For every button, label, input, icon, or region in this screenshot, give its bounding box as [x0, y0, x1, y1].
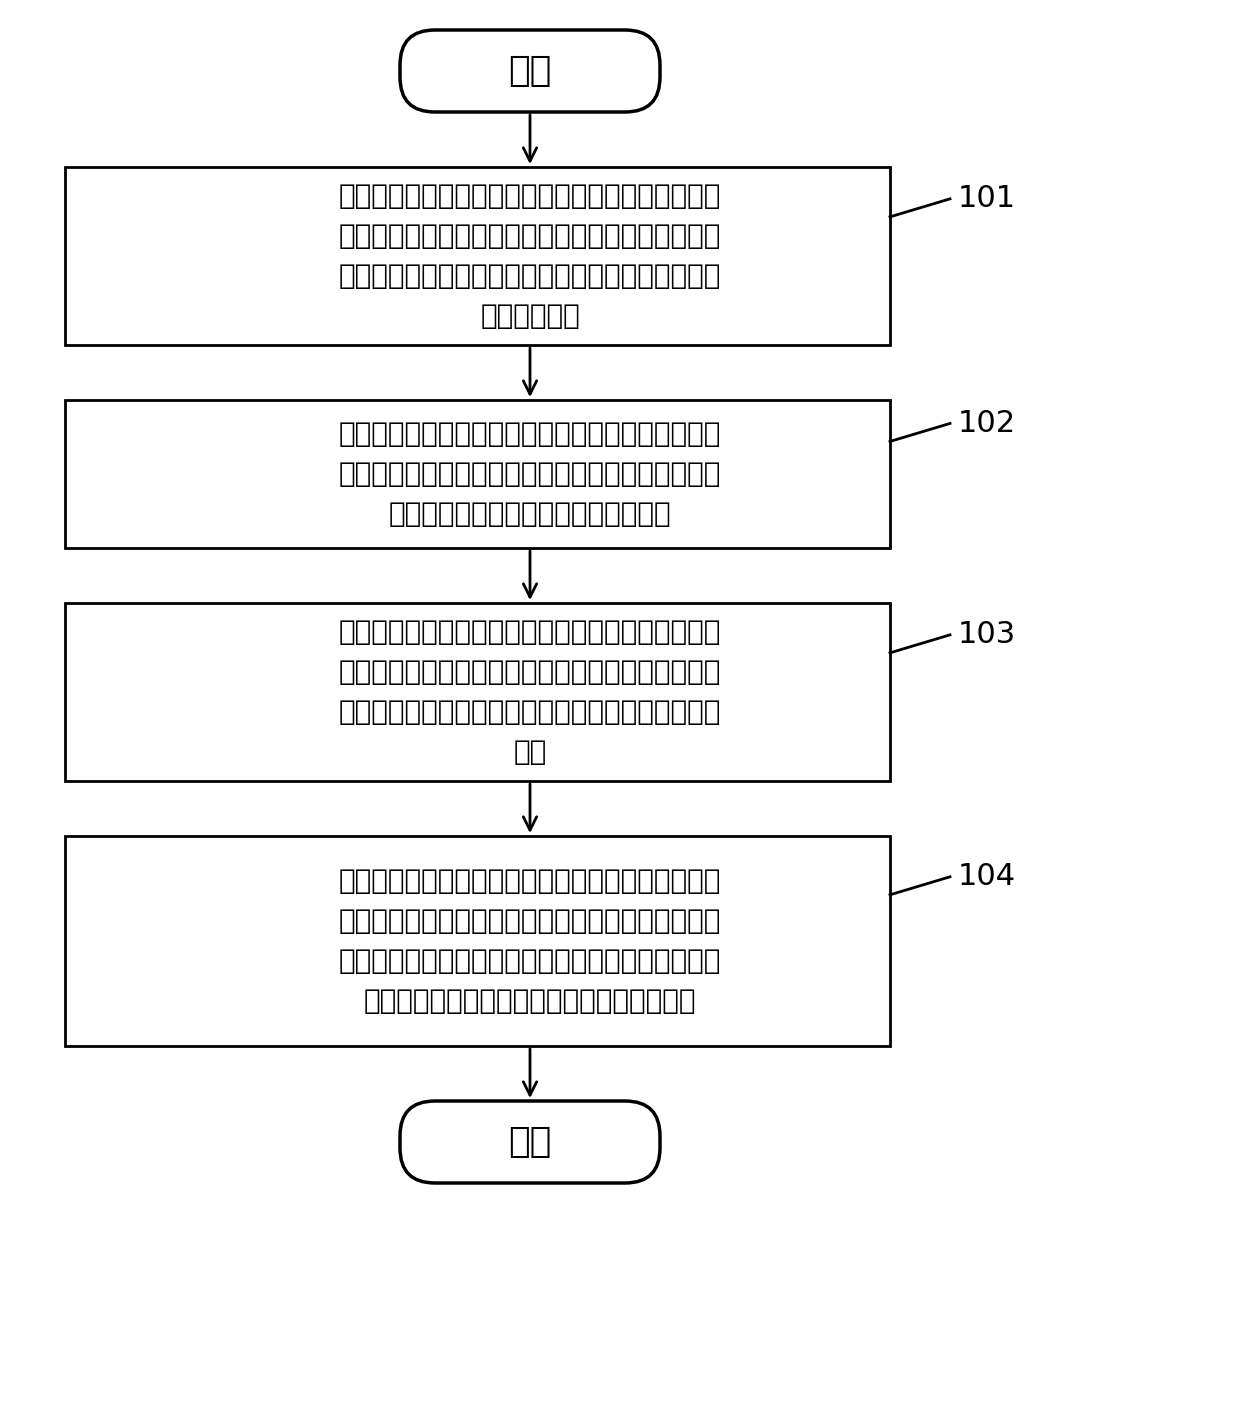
Text: 104: 104: [959, 863, 1016, 891]
FancyBboxPatch shape: [401, 30, 660, 112]
Text: 风险评估终端基于预先训练好的机器学习模型对上述
目标形态学参数、上述目标血流动力学参数以及目标
临床参数进行运算，得到上述虚拟动脉硖的评估结果
，该评估结果用于: 风险评估终端基于预先训练好的机器学习模型对上述 目标形态学参数、上述目标血流动力…: [339, 867, 722, 1015]
Bar: [64, 400, 890, 548]
Text: 风险评估终端基于上述三维模型确定目标血流动力学
参数，该目标血流动力学参数包括上述虚拟载硖动脉
的血流动力学参数以及上述虚拟动脉硖的血流动力学
参数: 风险评估终端基于上述三维模型确定目标血流动力学 参数，该目标血流动力学参数包括上…: [339, 618, 722, 767]
Bar: [64, 167, 890, 345]
Bar: [64, 836, 890, 1046]
Text: 风险评估终端基于上述三维模型确定目标形态学参数
，该目标形态学参数包括上述虚拟载硖动脉的形态学
参数以及上述虚拟动脉硖的形态学参数: 风险评估终端基于上述三维模型确定目标形态学参数 ，该目标形态学参数包括上述虚拟载…: [339, 419, 722, 528]
Text: 结束: 结束: [508, 1125, 552, 1159]
Bar: [64, 603, 890, 781]
Text: 101: 101: [959, 185, 1016, 213]
Text: 103: 103: [959, 620, 1017, 650]
FancyBboxPatch shape: [401, 1101, 660, 1183]
Text: 风险评估终端根据颏内影像数据建立包括载硖动脉和
载硖动脉上的动脉硖的三维模型，该三维模型包括与
载硖动脉相匹配的虚拟载硖动脉以及与动脉硖相匹配
的虚拟动脉硖: 风险评估终端根据颏内影像数据建立包括载硖动脉和 载硖动脉上的动脉硖的三维模型，该…: [339, 182, 722, 330]
Text: 102: 102: [959, 409, 1016, 438]
Text: 开始: 开始: [508, 54, 552, 88]
